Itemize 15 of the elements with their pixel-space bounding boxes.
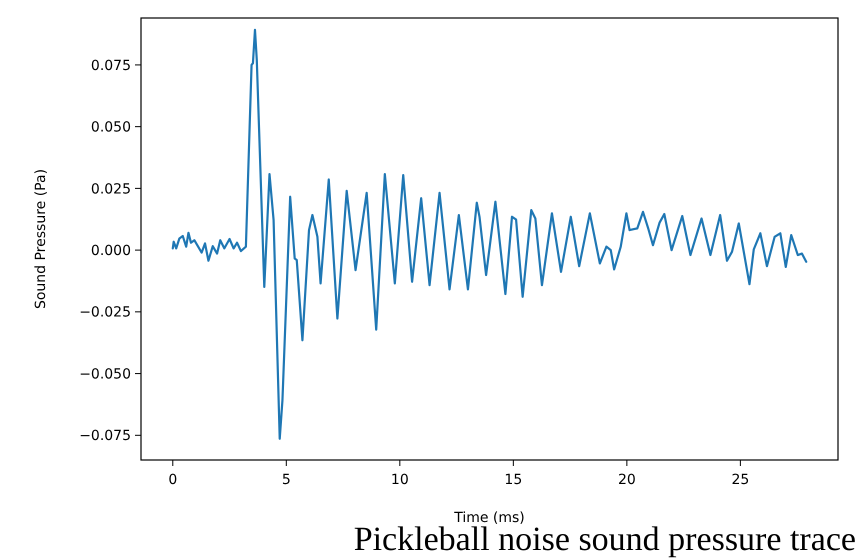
- y-tick-label: 0.050: [90, 120, 131, 136]
- y-tick-label: −0.075: [79, 428, 131, 444]
- x-tick-label: 25: [731, 472, 750, 488]
- y-tick-label: 0.075: [90, 58, 131, 74]
- y-tick-label: −0.050: [79, 366, 131, 382]
- x-tick-label: 10: [390, 472, 409, 488]
- x-tick-label: 5: [282, 472, 291, 488]
- y-axis-title: Sound Pressure (Pa): [33, 168, 49, 310]
- y-tick-label: 0.000: [90, 243, 131, 260]
- y-tick-label: −0.025: [79, 304, 131, 321]
- x-tick-label: 20: [618, 472, 636, 488]
- y-tick-label: 0.025: [90, 181, 131, 198]
- x-tick-label: 0: [168, 472, 178, 488]
- x-tick-label: 15: [504, 472, 522, 488]
- line-series: [172, 28, 808, 440]
